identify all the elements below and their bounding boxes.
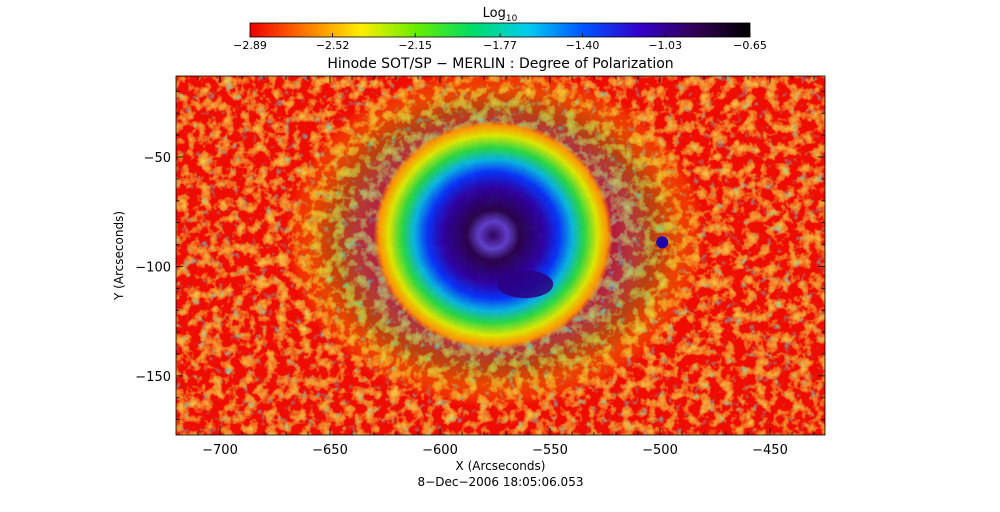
colorbar-tick-label: −0.65	[733, 39, 767, 52]
sunspot	[373, 120, 614, 351]
sunspot-tail	[497, 270, 554, 299]
timestamp-footer: 8−Dec−2006 18:05:06.053	[418, 475, 584, 489]
x-tick-label: −450	[752, 443, 788, 458]
colorbar-ticks: −2.89 −2.52 −2.15 −1.77 −1.40 −1.03 −0.65	[233, 33, 767, 52]
x-axis: −700 −650 −600 −550 −500 −450	[197, 76, 815, 458]
x-tick-label: −650	[312, 443, 348, 458]
x-tick-label: −500	[642, 443, 678, 458]
colorbar-title-base: Log	[483, 6, 506, 21]
heatmap-image	[176, 76, 825, 435]
y-tick-label: −100	[135, 260, 171, 275]
chart-title: Hinode SOT/SP − MERLIN : Degree of Polar…	[327, 56, 673, 72]
colorbar: Log10 −2.89 −2.52 −2.15 −1.77 −1.40 −1.03 −0.6…	[233, 6, 767, 52]
y-tick-label: −50	[144, 151, 171, 166]
x-axis-label: X (Arcseconds)	[456, 459, 546, 473]
colorbar-tick-label: −2.15	[398, 39, 432, 52]
x-tick-label: −550	[532, 443, 568, 458]
colorbar-tick-label: −2.89	[233, 39, 267, 52]
colorbar-tick-label: −1.77	[483, 39, 517, 52]
colorbar-tick-label: −1.40	[566, 39, 600, 52]
colorbar-title-sub: 10	[506, 14, 518, 24]
plot-frame	[175, 75, 826, 436]
x-tick-label: −700	[202, 443, 238, 458]
colorbar-tick-label: −1.03	[648, 39, 682, 52]
colorbar-tick-label: −2.52	[316, 39, 350, 52]
pore	[656, 236, 669, 249]
y-tick-label: −150	[135, 370, 171, 385]
plot-area: −700 −650 −600 −550 −500 −450 −50 −100 −150	[135, 75, 826, 458]
y-axis-label: Y (Arcseconds)	[112, 211, 126, 301]
y-axis: −50 −100 −150	[135, 90, 825, 421]
colorbar-title: Log10	[483, 6, 518, 24]
x-tick-label: −600	[422, 443, 458, 458]
